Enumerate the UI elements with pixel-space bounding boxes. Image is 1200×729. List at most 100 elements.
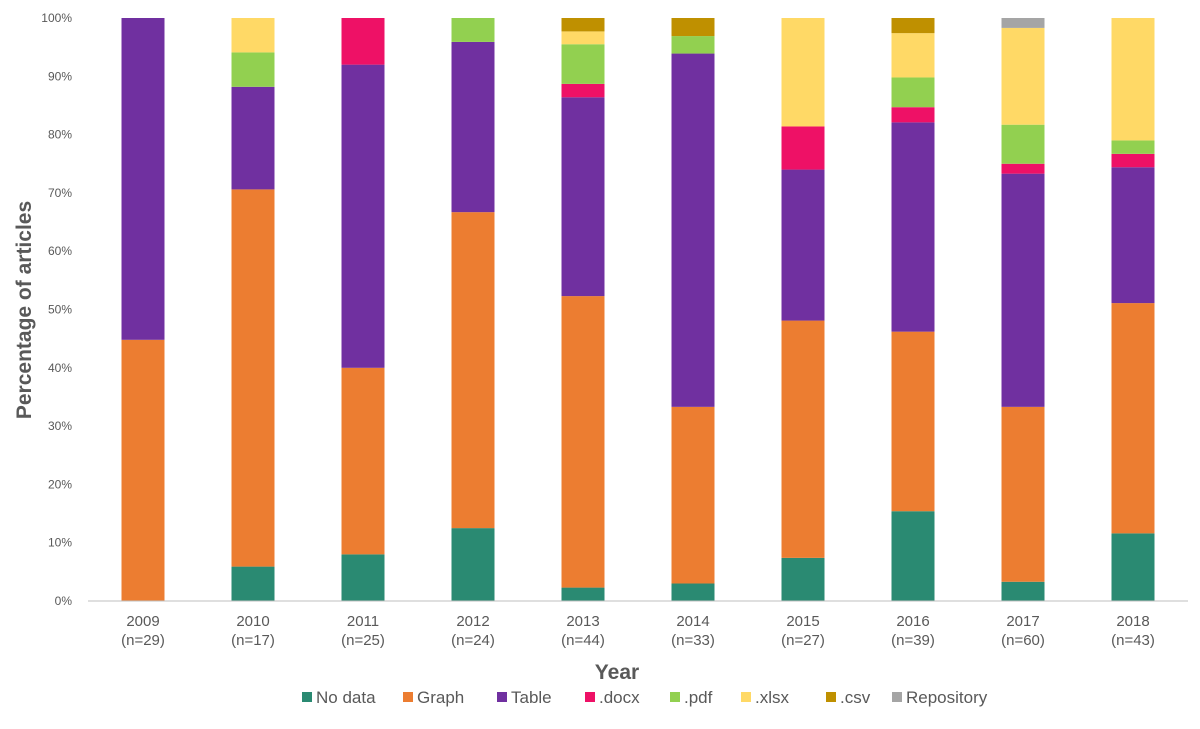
legend-swatch bbox=[585, 692, 595, 702]
x-tick-n: (n=24) bbox=[451, 632, 495, 649]
x-tick-year: 2015 bbox=[786, 613, 819, 630]
legend-item-docx: .docx bbox=[585, 688, 640, 707]
bar-segment-table-2017 bbox=[1001, 173, 1045, 407]
bar-segment-no-data-2012 bbox=[451, 528, 495, 601]
bar-segment-xlsx-2017 bbox=[1001, 27, 1045, 125]
x-tick-n: (n=44) bbox=[561, 632, 605, 649]
bar-segment-docx-2018 bbox=[1111, 153, 1155, 168]
bar-group-2016 bbox=[891, 18, 935, 601]
bar-segment-pdf-2017 bbox=[1001, 124, 1045, 164]
bar-segment-graph-2009 bbox=[121, 339, 165, 601]
bar-segment-xlsx-2013 bbox=[561, 31, 605, 45]
bar-segment-graph-2018 bbox=[1111, 303, 1155, 534]
bar-group-2018 bbox=[1111, 18, 1155, 601]
bar-segment-pdf-2018 bbox=[1111, 140, 1155, 154]
bar-group-2010 bbox=[231, 18, 275, 601]
bar-group-2017 bbox=[1001, 18, 1045, 601]
bar-segment-no-data-2013 bbox=[561, 587, 605, 601]
bar-segment-table-2013 bbox=[561, 97, 605, 297]
y-tick-label: 70% bbox=[48, 186, 72, 200]
legend-item-no-data: No data bbox=[302, 688, 376, 707]
bar-segment-no-data-2010 bbox=[231, 566, 275, 601]
y-axis-ticks: 0% 10% 20% 30% 40% 50% 60% 70% 80% 90% 100% bbox=[41, 11, 72, 608]
bar-segment-docx-2017 bbox=[1001, 163, 1045, 174]
bar-segment-csv-2013 bbox=[561, 18, 605, 32]
bar-segment-graph-2010 bbox=[231, 189, 275, 567]
y-tick-label: 100% bbox=[41, 11, 72, 25]
legend-item-table: Table bbox=[497, 688, 552, 707]
legend-label: .csv bbox=[840, 688, 871, 707]
bar-group-2009 bbox=[121, 18, 165, 601]
bar-group-2015 bbox=[781, 18, 825, 601]
bar-segment-pdf-2014 bbox=[671, 36, 715, 54]
y-axis-title: Percentage of articles bbox=[13, 201, 36, 419]
bar-segment-graph-2014 bbox=[671, 406, 715, 584]
legend: No data Graph Table .docx .pdf .xlsx .csv Repos… bbox=[302, 688, 988, 707]
legend-swatch bbox=[403, 692, 413, 702]
bar-segment-docx-2011 bbox=[341, 18, 385, 65]
y-tick-label: 30% bbox=[48, 419, 72, 433]
bar-segment-graph-2011 bbox=[341, 367, 385, 555]
legend-item-pdf: .pdf bbox=[670, 688, 713, 707]
legend-swatch bbox=[741, 692, 751, 702]
bar-segment-table-2015 bbox=[781, 169, 825, 321]
y-tick-label: 50% bbox=[48, 303, 72, 317]
bar-group-2013 bbox=[561, 18, 605, 601]
x-tick-n: (n=17) bbox=[231, 632, 275, 649]
bar-segment-pdf-2013 bbox=[561, 44, 605, 84]
bar-group-2012 bbox=[451, 18, 495, 601]
bar-segment-repository-2017 bbox=[1001, 18, 1045, 28]
legend-label: Repository bbox=[906, 688, 988, 707]
x-axis-title: Year bbox=[595, 661, 639, 684]
bar-segment-table-2018 bbox=[1111, 167, 1155, 304]
legend-item-graph: Graph bbox=[403, 688, 464, 707]
legend-item-csv: .csv bbox=[826, 688, 871, 707]
bar-segment-no-data-2018 bbox=[1111, 533, 1155, 601]
bar-segment-xlsx-2018 bbox=[1111, 18, 1155, 141]
bar-segment-graph-2015 bbox=[781, 320, 825, 558]
bar-segment-xlsx-2016 bbox=[891, 33, 935, 78]
y-tick-label: 80% bbox=[48, 128, 72, 142]
y-tick-label: 10% bbox=[48, 536, 72, 550]
legend-item-xlsx: .xlsx bbox=[741, 688, 790, 707]
legend-label: No data bbox=[316, 688, 376, 707]
bar-segment-docx-2013 bbox=[561, 83, 605, 98]
x-tick-year: 2014 bbox=[676, 613, 709, 630]
plot-area bbox=[121, 18, 1155, 601]
bar-segment-no-data-2016 bbox=[891, 511, 935, 601]
bar-segment-xlsx-2015 bbox=[781, 18, 825, 127]
x-tick-n: (n=27) bbox=[781, 632, 825, 649]
x-tick-year: 2010 bbox=[236, 613, 269, 630]
legend-label: Graph bbox=[417, 688, 464, 707]
x-tick-n: (n=60) bbox=[1001, 632, 1045, 649]
x-tick-n: (n=25) bbox=[341, 632, 385, 649]
bar-segment-table-2010 bbox=[231, 86, 275, 190]
x-tick-year: 2012 bbox=[456, 613, 489, 630]
legend-swatch bbox=[670, 692, 680, 702]
x-tick-n: (n=43) bbox=[1111, 632, 1155, 649]
bar-segment-table-2009 bbox=[121, 18, 165, 340]
bar-segment-csv-2014 bbox=[671, 18, 715, 37]
x-tick-year: 2016 bbox=[896, 613, 929, 630]
bar-segment-no-data-2017 bbox=[1001, 581, 1045, 601]
bar-segment-graph-2016 bbox=[891, 331, 935, 512]
bar-segment-graph-2013 bbox=[561, 296, 605, 588]
bar-segment-pdf-2016 bbox=[891, 77, 935, 108]
y-tick-label: 20% bbox=[48, 477, 72, 491]
x-tick-year: 2011 bbox=[347, 613, 379, 630]
y-tick-label: 0% bbox=[55, 594, 73, 608]
x-tick-n: (n=29) bbox=[121, 632, 165, 649]
bar-segment-no-data-2011 bbox=[341, 554, 385, 601]
x-tick-n: (n=33) bbox=[671, 632, 715, 649]
legend-label: .pdf bbox=[684, 688, 713, 707]
bar-segment-table-2014 bbox=[671, 53, 715, 407]
bar-segment-pdf-2012 bbox=[451, 18, 495, 42]
bar-segment-graph-2017 bbox=[1001, 406, 1045, 582]
legend-label: .docx bbox=[599, 688, 640, 707]
bar-segment-graph-2012 bbox=[451, 212, 495, 529]
legend-swatch bbox=[892, 692, 902, 702]
bar-segment-xlsx-2010 bbox=[231, 18, 275, 53]
bar-group-2011 bbox=[341, 18, 385, 601]
legend-label: Table bbox=[511, 688, 552, 707]
